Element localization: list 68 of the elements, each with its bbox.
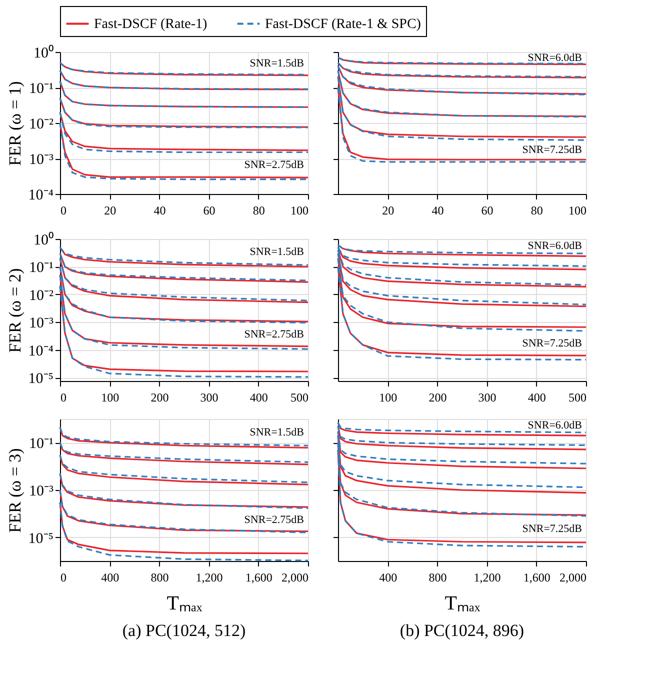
y-axis-title: FER (ω = 1) xyxy=(5,81,24,166)
x-tick-label: 400 xyxy=(101,570,120,584)
y-tick-label: 10⁻⁴ xyxy=(28,343,54,360)
x-tick-label: 400 xyxy=(379,570,398,584)
y-tick-label: 10⁻² xyxy=(29,288,54,304)
x-tick-label: 0 xyxy=(60,204,66,218)
text: (b) PC(1024, 896) xyxy=(400,621,524,640)
x-tick-label: 100 xyxy=(290,204,308,218)
x-tick-label: 400 xyxy=(250,390,268,404)
x-tick-label: 100 xyxy=(101,390,120,404)
x-tick-label: 1,200 xyxy=(474,570,501,584)
annotation: SNR=1.5dB xyxy=(250,246,304,258)
x-tick-label: 20 xyxy=(104,204,116,218)
x-tick-label: 80 xyxy=(252,204,265,218)
annotation: SNR=1.5dB xyxy=(250,57,304,70)
annotation: SNR=2.75dB xyxy=(244,158,304,171)
x-tick-label: 500 xyxy=(568,390,586,404)
annotation: SNR=2.75dB xyxy=(244,328,304,340)
x-tick-label: 2,000 xyxy=(560,570,586,584)
y-tick-label: 10⁻¹ xyxy=(29,81,54,97)
annotation: SNR=7.25dB xyxy=(522,337,582,350)
legend-label: Fast-DSCF (Rate-1 & SPC) xyxy=(265,16,422,32)
text: (a) PC(1024, 512) xyxy=(122,621,246,640)
y-tick-label: 10⁻³ xyxy=(29,484,54,500)
annotation: SNR=2.75dB xyxy=(244,514,304,526)
x-axis-title: Tₘₐₓ xyxy=(166,592,202,614)
y-tick-label: 10⁰ xyxy=(34,232,54,248)
x-tick-label: 0 xyxy=(60,390,66,404)
annotation: SNR=1.5dB xyxy=(250,426,304,438)
y-tick-label: 10⁻¹ xyxy=(29,260,54,276)
x-tick-label: 800 xyxy=(150,570,169,584)
x-tick-label: 300 xyxy=(478,390,496,404)
y-tick-label: 10⁻³ xyxy=(29,316,54,332)
x-tick-label: 0 xyxy=(60,570,66,584)
x-tick-label: 800 xyxy=(428,570,447,584)
y-tick-label: 10⁻⁵ xyxy=(28,371,54,388)
x-tick-label: 80 xyxy=(530,204,543,218)
y-tick-label: 10⁻² xyxy=(29,116,54,132)
x-tick-label: 500 xyxy=(290,390,308,404)
y-tick-label: 10⁰ xyxy=(34,44,54,62)
annotation: SNR=6.0dB xyxy=(528,240,582,252)
x-tick-label: 20 xyxy=(382,204,394,218)
y-tick-label: 10⁻³ xyxy=(29,152,54,168)
y-axis-title: FER (ω = 2) xyxy=(5,268,24,353)
annotation: SNR=6.0dB xyxy=(528,420,582,432)
x-tick-label: 2,000 xyxy=(282,570,308,584)
annotation: SNR=6.0dB xyxy=(528,52,582,64)
x-tick-label: 1,600 xyxy=(523,570,550,584)
annotation: SNR=7.25dB xyxy=(522,523,582,536)
x-tick-label: 300 xyxy=(200,390,218,404)
x-tick-label: 200 xyxy=(428,390,447,404)
y-tick-label: 10⁻⁵ xyxy=(28,530,54,547)
x-tick-label: 400 xyxy=(528,390,546,404)
x-tick-label: 1,600 xyxy=(245,570,272,584)
x-axis-title: Tₘₐₓ xyxy=(444,592,480,614)
y-tick-label: 10⁻¹ xyxy=(29,436,54,452)
y-axis-title: FER (ω = 3) xyxy=(5,448,24,533)
x-tick-label: 60 xyxy=(203,204,216,218)
x-tick-label: 100 xyxy=(568,204,586,218)
x-tick-label: 60 xyxy=(481,204,494,218)
legend-label: Fast-DSCF (Rate-1) xyxy=(94,16,208,32)
x-tick-label: 1,200 xyxy=(196,570,223,584)
x-tick-label: 100 xyxy=(379,390,398,404)
x-tick-label: 200 xyxy=(150,390,169,404)
annotation: SNR=7.25dB xyxy=(522,144,582,156)
y-tick-label: 10⁻⁴ xyxy=(28,188,54,204)
x-tick-label: 40 xyxy=(432,204,444,218)
x-tick-label: 40 xyxy=(154,204,166,218)
